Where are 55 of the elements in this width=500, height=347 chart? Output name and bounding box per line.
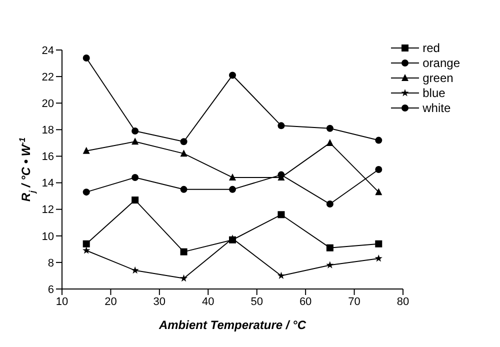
point [131,266,139,274]
point [277,272,286,279]
point [278,211,285,218]
point [375,188,382,196]
point [278,122,285,130]
point [326,261,334,268]
legend-label: green [422,70,454,84]
x-tick-label: 60 [299,296,312,308]
y-tick-label: 14 [42,178,54,190]
point [180,274,188,282]
point [132,127,139,134]
point [82,146,90,154]
legend-label: orange [422,56,460,70]
point [132,174,139,181]
point [375,166,382,173]
x-tick-label: 10 [56,296,68,308]
point [326,138,334,146]
y-tick-label: 6 [48,284,54,296]
point [375,240,382,248]
legend-label: blue [422,86,446,100]
y-tick-label: 16 [42,151,54,164]
point [375,136,382,144]
y-tick-label: 24 [42,44,54,57]
y-tick-label: 10 [42,230,54,243]
point [132,196,139,204]
point [82,54,90,62]
y-tick-label: 22 [42,71,54,84]
x-tick-label: 70 [348,296,360,308]
x-tick-label: 50 [250,296,263,308]
x-tick-label: 40 [202,296,214,308]
y-tick-label: 12 [42,204,54,216]
point [229,72,236,79]
point [132,138,139,145]
point [229,173,236,180]
x-tick-label: 20 [104,296,117,308]
point [180,186,188,193]
point [82,240,90,248]
x-axis-title: Ambient Temperature / °C [158,318,306,332]
point [326,124,334,132]
y-tick-label: 18 [42,124,54,137]
point [82,188,90,196]
y-tick-label: 8 [48,257,54,270]
point [180,138,188,146]
point [229,186,236,193]
legend-label: red [422,40,440,54]
point [180,150,188,157]
x-tick-label: 80 [396,296,410,308]
point [82,246,90,254]
y-tick-label: 20 [42,98,54,110]
point [180,248,188,256]
legend-label: white [422,100,451,114]
point [326,244,334,252]
point [326,200,334,208]
point [374,254,382,262]
x-tick-label: 30 [153,296,166,308]
